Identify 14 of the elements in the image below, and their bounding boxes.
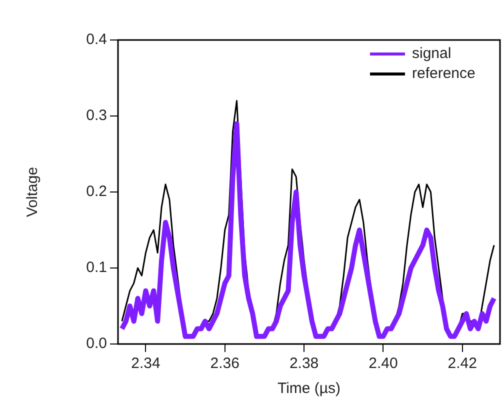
x-tick-label: 2.40 <box>368 355 398 372</box>
legend-label: reference <box>412 65 476 82</box>
y-tick-label: 0.2 <box>86 183 107 200</box>
y-tick-label: 0.4 <box>86 31 107 48</box>
y-tick-label: 0.0 <box>86 335 107 352</box>
x-tick-label: 2.34 <box>131 355 160 372</box>
y-tick-label: 0.3 <box>86 107 107 124</box>
legend-label: signal <box>412 45 452 62</box>
x-tick-label: 2.36 <box>210 355 240 372</box>
x-tick-label: 2.38 <box>289 355 319 372</box>
y-tick-label: 0.1 <box>86 259 107 276</box>
y-axis-title: Voltage <box>24 166 42 218</box>
x-axis-title: Time (µs) <box>277 380 341 398</box>
x-tick-label: 2.42 <box>448 355 477 372</box>
